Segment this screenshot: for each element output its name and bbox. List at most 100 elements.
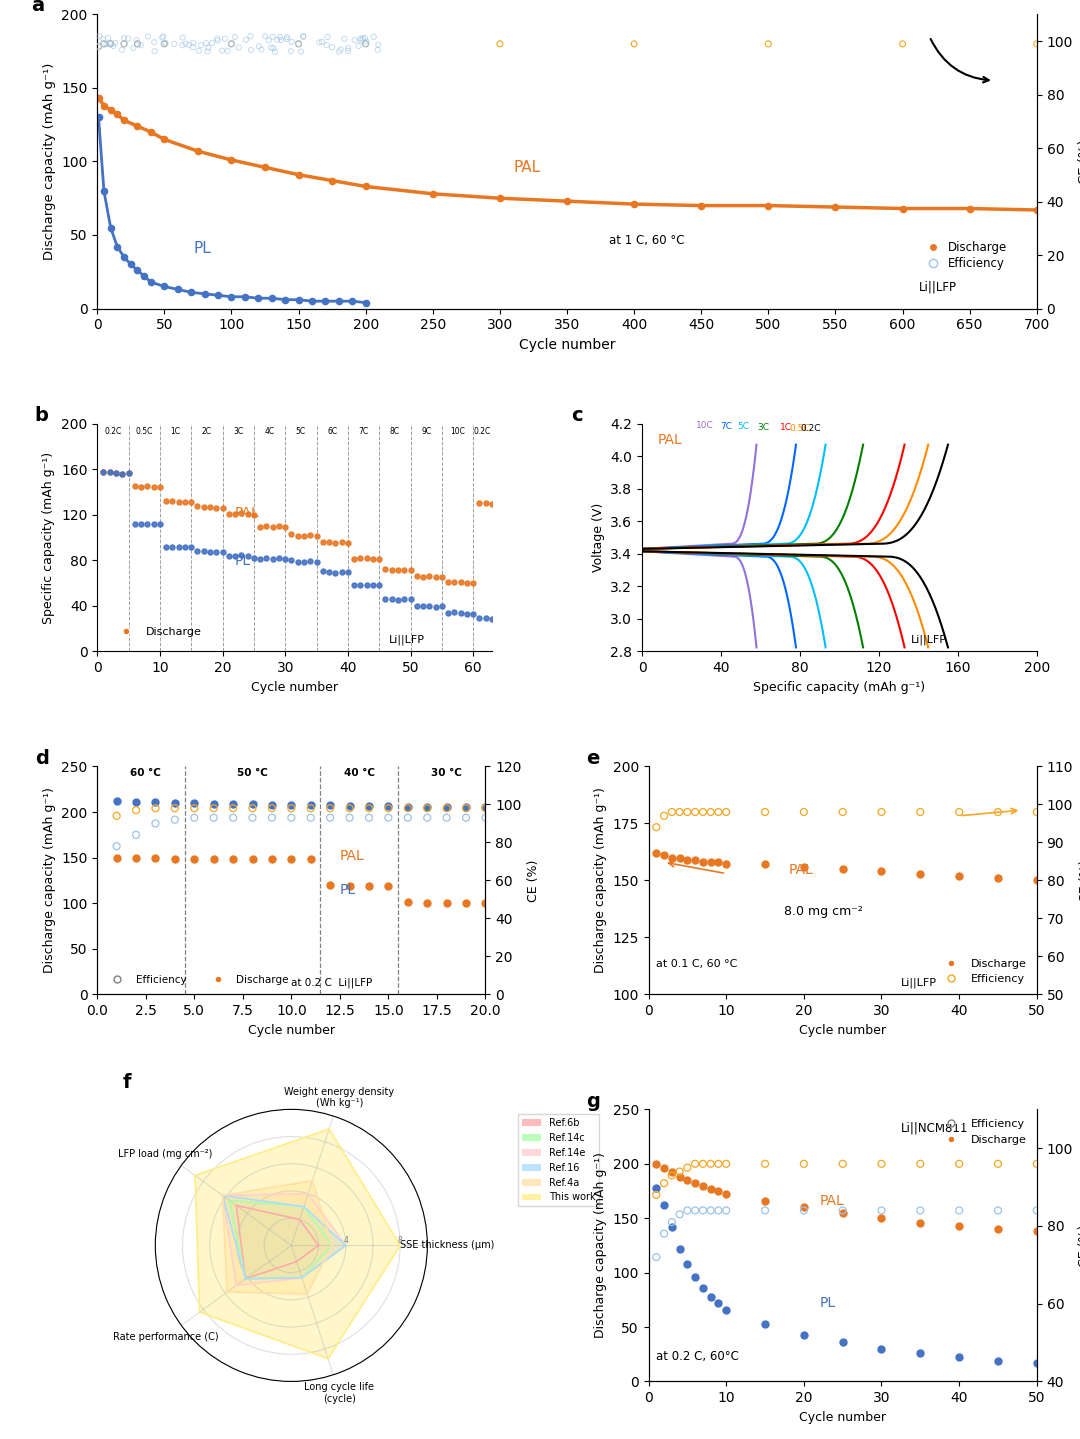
Point	[90, 106, 107, 130]
Text: at 0.2 C  Li||LFP: at 0.2 C Li||LFP	[292, 977, 373, 987]
Point	[226, 26, 243, 49]
Legend: Discharge: Discharge	[110, 623, 206, 642]
Text: 8: 8	[397, 1236, 403, 1245]
Point	[244, 797, 261, 820]
Point	[227, 502, 244, 525]
Point	[283, 522, 300, 545]
Point	[756, 800, 773, 823]
Point	[107, 460, 124, 484]
Point	[687, 800, 704, 823]
Point	[710, 1292, 727, 1315]
Point	[227, 544, 244, 567]
Point	[113, 462, 131, 485]
Text: 0.2C: 0.2C	[474, 427, 491, 436]
Point	[427, 596, 444, 619]
Point	[834, 1202, 851, 1225]
Point	[170, 535, 187, 558]
Text: PL: PL	[235, 554, 252, 568]
Point	[313, 30, 330, 53]
Point	[108, 835, 125, 858]
Point	[210, 283, 227, 307]
Point	[339, 531, 356, 554]
Point	[166, 797, 184, 820]
Point	[989, 1217, 1007, 1240]
Text: 7C: 7C	[359, 427, 368, 436]
Point	[108, 790, 125, 813]
Point	[264, 24, 281, 47]
Point	[756, 853, 773, 876]
Point	[678, 1156, 696, 1179]
Text: Li||LFP: Li||LFP	[901, 977, 937, 987]
Point	[364, 547, 381, 570]
Point	[710, 1153, 727, 1176]
Point	[308, 524, 325, 547]
Point	[717, 1183, 734, 1206]
Point	[102, 216, 119, 239]
Point	[759, 194, 777, 217]
Point	[314, 560, 332, 583]
Point	[256, 155, 273, 178]
Point	[625, 32, 643, 55]
Text: 3C: 3C	[233, 427, 243, 436]
Point	[671, 800, 688, 823]
Text: PL: PL	[193, 240, 212, 256]
Point	[1028, 1153, 1045, 1176]
Point	[257, 24, 274, 47]
Point	[146, 30, 163, 53]
Point	[239, 544, 256, 567]
Text: at 1 C, 60 °C: at 1 C, 60 °C	[609, 233, 685, 248]
Point	[402, 587, 419, 610]
Point	[153, 26, 171, 49]
Point	[126, 512, 144, 535]
Point	[185, 32, 202, 55]
Point	[289, 32, 307, 55]
Point	[377, 587, 394, 610]
Point	[186, 848, 203, 871]
Point	[458, 797, 475, 820]
Point	[834, 1331, 851, 1354]
Point	[370, 547, 388, 570]
Point	[225, 806, 242, 829]
Point	[166, 791, 184, 814]
Y-axis label: Discharge capacity (mAh g⁻¹): Discharge capacity (mAh g⁻¹)	[42, 63, 55, 260]
Point	[663, 1164, 680, 1187]
Text: PAL: PAL	[340, 849, 365, 863]
Point	[200, 36, 217, 59]
Point	[333, 531, 350, 554]
Point	[270, 547, 287, 570]
Point	[369, 39, 387, 62]
Point	[873, 1207, 890, 1230]
Point	[230, 36, 247, 59]
Point	[873, 1337, 890, 1360]
Point	[648, 1246, 665, 1269]
Text: 8.0 mg cm⁻²: 8.0 mg cm⁻²	[784, 905, 863, 918]
Point	[95, 32, 112, 55]
Point	[156, 32, 173, 55]
Text: g: g	[586, 1092, 600, 1111]
Point	[295, 24, 312, 47]
Point	[220, 502, 238, 525]
Point	[357, 573, 375, 596]
Point	[477, 806, 495, 829]
Point	[912, 1199, 929, 1222]
Point	[656, 804, 673, 827]
Point	[116, 32, 133, 55]
Point	[289, 32, 307, 55]
Point	[408, 564, 426, 587]
Point	[208, 27, 226, 50]
Point	[322, 793, 339, 816]
Point	[484, 492, 501, 515]
Point	[95, 460, 112, 484]
Point	[453, 571, 470, 594]
Point	[648, 842, 665, 865]
Point	[129, 32, 146, 55]
Point	[264, 547, 281, 570]
Point	[216, 27, 233, 50]
Point	[369, 33, 387, 56]
Point	[663, 846, 680, 869]
Point	[238, 29, 255, 52]
Point	[295, 26, 312, 49]
Point	[477, 796, 495, 819]
Point	[133, 512, 150, 535]
Polygon shape	[222, 1194, 346, 1285]
